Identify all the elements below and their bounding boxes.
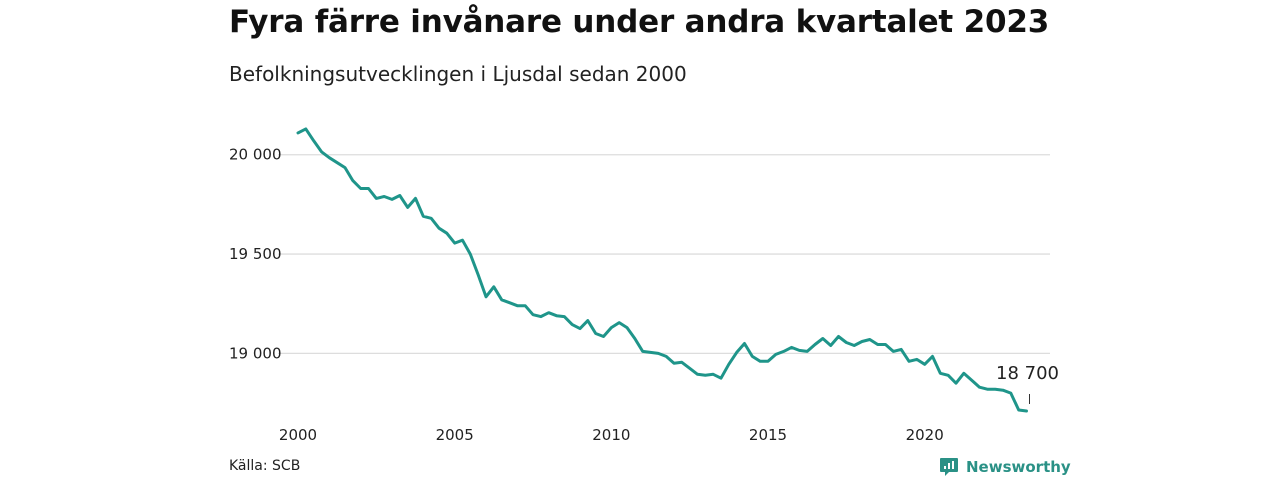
brand-name: Newsworthy [966, 458, 1071, 476]
x-tick-label: 2015 [749, 426, 787, 444]
gridlines [278, 154, 1050, 355]
population-line [296, 127, 1028, 413]
series-layer [296, 127, 1028, 413]
y-tick-label: 19 000 [229, 344, 282, 362]
x-tick-label: 2000 [279, 426, 317, 444]
chart-title: Fyra färre invånare under andra kvartale… [229, 4, 1050, 40]
axis-ticks: 19 000 19 500 20 000 2000 2005 2010 2015 2020 [229, 146, 944, 444]
y-tick-label: 19 500 [229, 245, 282, 263]
annotation-layer: 18 700 [996, 363, 1059, 404]
last-value-label: 18 700 [996, 363, 1059, 384]
x-tick-label: 2010 [592, 426, 630, 444]
brand-logo: Newsworthy [938, 456, 1071, 478]
y-tick-label: 20 000 [229, 146, 282, 164]
source-note: Källa: SCB [229, 458, 301, 474]
newsworthy-icon [940, 458, 958, 476]
chart-subtitle: Befolkningsutvecklingen i Ljusdal sedan … [229, 62, 687, 86]
x-tick-label: 2020 [906, 426, 944, 444]
x-tick-label: 2005 [436, 426, 474, 444]
